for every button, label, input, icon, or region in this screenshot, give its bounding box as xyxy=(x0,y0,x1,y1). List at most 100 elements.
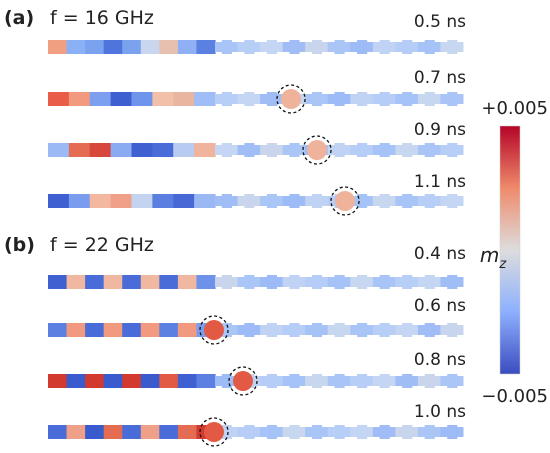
waveguide-cell xyxy=(152,194,174,208)
panel-b-label: (b) xyxy=(4,234,35,256)
waveguide-bump xyxy=(221,425,232,439)
waveguide-cell xyxy=(85,374,105,388)
waveguide-bump xyxy=(266,275,277,289)
waveguide-bump xyxy=(311,92,323,106)
waveguide-bump xyxy=(334,143,345,157)
waveguide-bump xyxy=(402,40,413,54)
waveguide-bump xyxy=(334,323,345,337)
waveguide-bump xyxy=(244,143,255,157)
waveguide-bump xyxy=(289,425,300,439)
waveguide-cell xyxy=(103,275,123,289)
waveguide-bump xyxy=(424,143,435,157)
waveguide-bump xyxy=(266,143,277,157)
waveguide-cell xyxy=(131,194,153,208)
waveguide-bump xyxy=(221,92,232,106)
waveguide-a-1 xyxy=(48,84,464,114)
waveguide-cell xyxy=(66,374,86,388)
waveguide-bump xyxy=(357,323,368,337)
waveguide-bump xyxy=(244,275,255,289)
wavefront-marker-fill xyxy=(281,89,301,109)
waveguide-cell xyxy=(66,323,86,337)
waveguide-bump xyxy=(221,323,232,337)
waveguide-bump xyxy=(357,40,368,54)
time-label-b-3: 1.0 ns xyxy=(414,402,466,422)
waveguide-bump xyxy=(244,92,255,106)
waveguide-bump xyxy=(379,92,390,106)
waveguide-cell xyxy=(194,194,216,208)
panel-b-frequency: f = 22 GHz xyxy=(50,234,154,256)
waveguide-cell xyxy=(122,275,142,289)
waveguide-bump xyxy=(311,323,323,337)
waveguide-cell xyxy=(103,374,123,388)
time-label-b-0: 0.4 ns xyxy=(414,244,466,264)
waveguide-bump xyxy=(447,143,458,157)
waveguide-cell xyxy=(48,323,68,337)
waveguide-bump xyxy=(447,194,458,208)
waveguide-bump xyxy=(266,92,277,106)
waveguide-bump xyxy=(244,425,255,439)
waveguide-bump xyxy=(244,323,255,337)
waveguide-a-3 xyxy=(48,186,464,216)
waveguide-cell xyxy=(66,40,86,54)
waveguide-bump xyxy=(244,40,255,54)
waveguide-bump xyxy=(379,323,390,337)
waveguide-cell xyxy=(159,275,179,289)
waveguide-bump xyxy=(266,40,277,54)
wavefront-marker-circle xyxy=(330,186,360,216)
waveguide-bump xyxy=(334,425,345,439)
waveguide-cell xyxy=(48,425,68,439)
waveguide-bump xyxy=(424,374,435,388)
waveguide-bump xyxy=(402,275,413,289)
wavefront-marker-circle xyxy=(228,366,258,396)
waveguide-bump xyxy=(221,40,232,54)
time-label-a-0: 0.5 ns xyxy=(414,12,466,32)
waveguide-cell xyxy=(131,92,153,106)
waveguide-bump xyxy=(447,374,458,388)
colorbar-min-label: −0.005 xyxy=(481,386,548,407)
waveguide-bump xyxy=(311,374,323,388)
waveguide-bump xyxy=(424,40,435,54)
waveguide-bump xyxy=(402,425,413,439)
waveguide-bump xyxy=(379,40,390,54)
wavefront-marker-fill xyxy=(233,371,253,391)
waveguide-bump xyxy=(357,374,368,388)
waveguide-b-0 xyxy=(48,275,464,289)
waveguide-cell xyxy=(66,275,86,289)
waveguide-bump xyxy=(357,194,368,208)
waveguide-bump xyxy=(424,275,435,289)
waveguide-cell xyxy=(177,40,198,54)
waveguide-bump xyxy=(311,40,323,54)
waveguide-bump xyxy=(402,143,413,157)
waveguide-cell xyxy=(159,425,179,439)
waveguide-cell xyxy=(194,143,216,157)
waveguide-bump xyxy=(244,194,255,208)
waveguide-bump xyxy=(289,275,300,289)
waveguide-bump xyxy=(402,374,413,388)
wavefront-marker-fill xyxy=(204,320,224,340)
waveguide-bump xyxy=(221,143,232,157)
waveguide-cell xyxy=(48,194,70,208)
wavefront-marker-fill xyxy=(307,140,327,160)
waveguide-cell xyxy=(159,374,179,388)
waveguide-bump xyxy=(289,194,300,208)
waveguide-cell xyxy=(177,374,198,388)
waveguide-cell xyxy=(110,194,133,208)
waveguide-bump xyxy=(334,40,345,54)
waveguide-bump xyxy=(357,425,368,439)
waveguide-cell xyxy=(66,425,86,439)
waveguide-cell xyxy=(173,92,195,106)
waveguide-cell xyxy=(140,40,160,54)
waveguide-bump xyxy=(447,323,458,337)
waveguide-cell xyxy=(122,323,142,337)
waveguide-bump xyxy=(266,323,277,337)
waveguide-bump xyxy=(424,92,435,106)
waveguide-cell xyxy=(196,374,216,388)
waveguide-bump xyxy=(334,92,345,106)
panel-a-label: (a) xyxy=(4,7,34,29)
waveguide-bump xyxy=(357,92,368,106)
waveguide-bump xyxy=(221,194,232,208)
waveguide-cell xyxy=(110,92,133,106)
waveguide-cell xyxy=(85,323,105,337)
waveguide-bump xyxy=(379,275,390,289)
